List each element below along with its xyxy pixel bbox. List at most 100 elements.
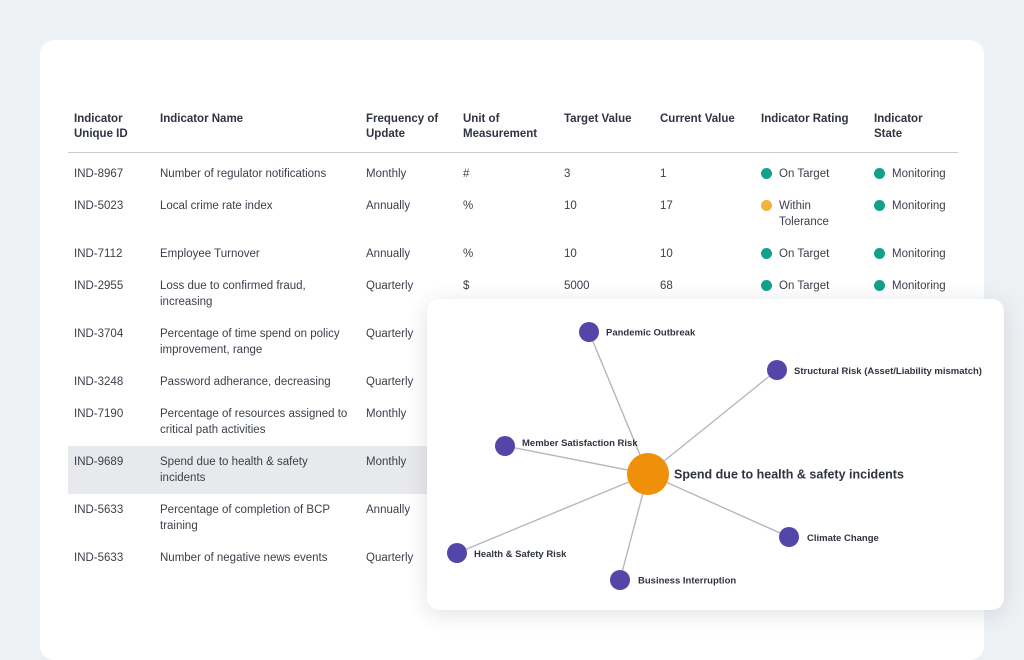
cell-frequency: Quarterly (366, 376, 414, 388)
node-label: Member Satisfaction Risk (522, 438, 638, 449)
cell-unit: % (463, 248, 474, 260)
cell-frequency: Quarterly (366, 328, 414, 340)
cell-name: Percentage of completion of BCP training (160, 504, 330, 532)
cell-id: IND-5633 (74, 552, 124, 564)
risk-network-panel: Pandemic Outbreak Structural Risk (Asset… (427, 299, 1004, 610)
cell-frequency: Quarterly (366, 552, 414, 564)
risk-node-icon[interactable] (495, 436, 515, 456)
col-header-frequency[interactable]: Frequency of Update (360, 112, 457, 153)
monitoring-dot-icon (874, 168, 885, 179)
cell-id: IND-2955 (74, 280, 124, 292)
cell-id: IND-9689 (68, 446, 154, 494)
table-row[interactable]: IND-2955 Loss due to confirmed fraud, in… (68, 270, 958, 318)
cell-current: 1 (660, 168, 667, 180)
col-header-current[interactable]: Current Value (654, 112, 755, 153)
node-climate-change[interactable]: Climate Change (779, 527, 879, 547)
center-node[interactable]: Spend due to health & safety incidents (627, 453, 904, 495)
node-business-interruption[interactable]: Business Interruption (610, 570, 736, 590)
col-header-target[interactable]: Target Value (558, 112, 654, 153)
cell-frequency: Annually (366, 200, 411, 212)
cell-target: 5000 (564, 280, 590, 292)
table-row[interactable]: IND-5633 Percentage of completion of BCP… (68, 494, 958, 542)
col-header-rating[interactable]: Indicator Rating (755, 112, 868, 153)
cell-state: Monitoring (868, 190, 958, 238)
cell-target: 10 (564, 248, 577, 260)
cell-id: IND-7112 (74, 248, 123, 260)
table-row[interactable]: IND-5023 Local crime rate index Annually… (68, 190, 958, 238)
cell-state: Monitoring (868, 238, 958, 270)
cell-name: Loss due to confirmed fraud, increasing (160, 280, 306, 308)
cell-target: 10 (564, 200, 577, 212)
risk-node-icon[interactable] (610, 570, 630, 590)
rating-label: On Target (779, 280, 830, 292)
edge-pandemic (588, 331, 649, 475)
cell-name: Employee Turnover (160, 248, 260, 260)
monitoring-dot-icon (874, 280, 885, 291)
cell-rating: On Target (755, 270, 868, 318)
cell-id: IND-5633 (74, 504, 124, 516)
cell-rating: Within Tolerance (755, 190, 868, 238)
table-header-row: Indicator Unique ID Indicator Name Frequ… (68, 112, 958, 153)
node-member-satisfaction[interactable]: Member Satisfaction Risk (495, 436, 638, 456)
table-row[interactable]: IND-7112 Employee Turnover Annually % 10… (68, 238, 958, 270)
edge-climate (647, 473, 790, 538)
cell-id: IND-3704 (74, 328, 124, 340)
table-row[interactable]: IND-3704 Percentage of time spend on pol… (68, 318, 958, 366)
cell-name: Spend due to health & safety incidents (154, 446, 360, 494)
risk-node-icon[interactable] (579, 322, 599, 342)
cell-name: Percentage of resources assigned to crit… (160, 408, 348, 436)
node-pandemic[interactable]: Pandemic Outbreak (579, 322, 696, 342)
edges (456, 331, 790, 581)
monitoring-dot-icon (874, 200, 885, 211)
cell-rating: On Target (755, 153, 868, 191)
cell-name: Percentage of time spend on policy impro… (160, 328, 340, 356)
risk-network-graph: Pandemic Outbreak Structural Risk (Asset… (447, 322, 982, 590)
risk-node-icon[interactable] (767, 360, 787, 380)
cell-current: 17 (660, 200, 673, 212)
table-row[interactable]: IND-7190 Percentage of resources assigne… (68, 398, 958, 446)
cell-state: Monitoring (868, 153, 958, 191)
col-header-name[interactable]: Indicator Name (154, 112, 360, 153)
table-row[interactable]: IND-3248 Password adherance, decreasing … (68, 366, 958, 398)
risk-node-icon[interactable] (779, 527, 799, 547)
rating-label: On Target (779, 248, 830, 260)
node-label: Health & Safety Risk (474, 549, 567, 560)
cell-state: Monitoring (868, 270, 958, 318)
table-row[interactable]: IND-5633 Number of negative news events … (68, 542, 958, 574)
cell-unit: # (463, 168, 470, 180)
cell-frequency: Annually (366, 248, 411, 260)
cell-target: 3 (564, 168, 571, 180)
node-structural-risk[interactable]: Structural Risk (Asset/Liability mismatc… (767, 360, 982, 380)
table-row[interactable]: IND-8967 Number of regulator notificatio… (68, 153, 958, 191)
node-label: Structural Risk (Asset/Liability mismatc… (794, 366, 982, 377)
cell-name: Password adherance, decreasing (160, 376, 331, 388)
cell-id: IND-8967 (74, 168, 124, 180)
monitoring-dot-icon (874, 248, 885, 259)
risk-node-icon[interactable] (447, 543, 467, 563)
on-target-dot-icon (761, 168, 772, 179)
cell-id: IND-7190 (74, 408, 124, 420)
state-label: Monitoring (892, 280, 946, 292)
cell-name: Local crime rate index (160, 200, 273, 212)
cell-unit: % (463, 200, 474, 212)
cell-name: Number of regulator notifications (160, 168, 327, 180)
edge-structural (647, 369, 778, 475)
cell-id: IND-3248 (74, 376, 124, 388)
center-node-icon[interactable] (627, 453, 669, 495)
col-header-unit[interactable]: Unit of Measurement (457, 112, 558, 153)
cell-name: Number of negative news events (160, 552, 328, 564)
cell-rating: On Target (755, 238, 868, 270)
edge-health-safety (456, 473, 649, 554)
cell-current: 68 (660, 280, 673, 292)
cell-current: 10 (660, 248, 673, 260)
node-label: Pandemic Outbreak (606, 328, 696, 339)
state-label: Monitoring (892, 248, 946, 260)
col-header-state[interactable]: Indicator State (868, 112, 958, 153)
col-header-id[interactable]: Indicator Unique ID (68, 112, 154, 153)
node-health-safety[interactable]: Health & Safety Risk (447, 543, 567, 563)
on-target-dot-icon (761, 280, 772, 291)
within-tolerance-dot-icon (761, 200, 772, 211)
cell-frequency: Quarterly (366, 280, 414, 292)
rating-label: On Target (779, 168, 830, 180)
state-label: Monitoring (892, 200, 946, 212)
